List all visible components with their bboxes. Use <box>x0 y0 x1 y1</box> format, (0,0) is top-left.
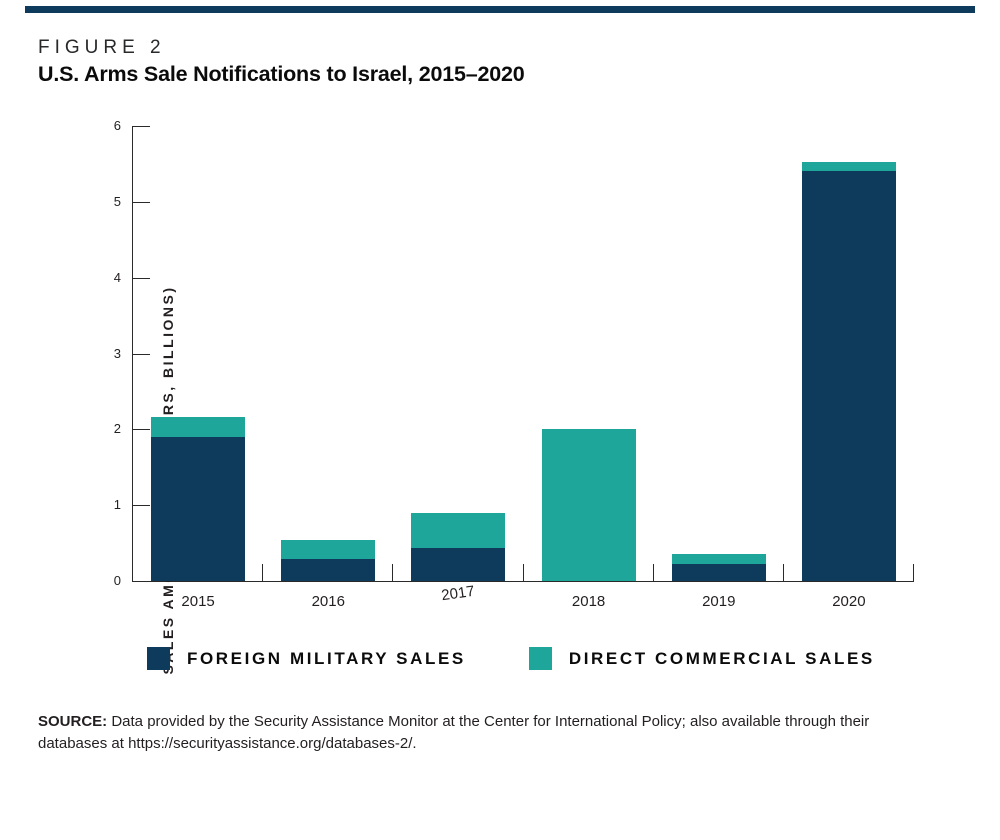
bar-2018-dcs <box>541 429 636 581</box>
legend-label-fms: FOREIGN MILITARY SALES <box>187 648 466 668</box>
bar-2017-fms <box>411 547 506 581</box>
legend-swatch-dcs <box>528 647 552 670</box>
source-label: SOURCE: <box>38 713 108 730</box>
x-tick <box>392 564 394 581</box>
bar-2019-dcs <box>671 553 766 564</box>
bar-2016-dcs <box>281 540 376 560</box>
x-category-label: 2020 <box>832 593 866 610</box>
bar-2020-dcs <box>801 161 896 171</box>
x-category-label: 2018 <box>571 593 606 610</box>
x-category-label: 2017 <box>440 582 477 605</box>
x-tick <box>782 564 784 581</box>
x-category-label: 2015 <box>181 593 215 610</box>
bar-2020-fms <box>801 170 896 581</box>
bar-2017-dcs <box>411 512 506 548</box>
y-tick <box>133 126 150 127</box>
x-category-label: 2016 <box>311 593 345 610</box>
y-tick-label: 4 <box>113 269 121 285</box>
x-category-label: 2019 <box>702 593 736 610</box>
y-tick-label: 3 <box>113 345 121 361</box>
bar-2015-fms <box>151 436 246 581</box>
y-tick-label: 5 <box>113 193 121 209</box>
bar-2019-fms <box>671 563 766 581</box>
legend: FOREIGN MILITARY SALES DIRECT COMMERCIAL … <box>147 647 875 670</box>
figure-title: U.S. Arms Sale Notifications to Israel, … <box>38 62 525 86</box>
x-tick <box>522 564 524 581</box>
legend-item-fms: FOREIGN MILITARY SALES <box>147 647 466 670</box>
plot-area: SALES AMOUNT (U.S. DOLLARS, BILLIONS) 01… <box>114 118 914 675</box>
y-tick-label: 6 <box>113 118 121 133</box>
x-tick <box>262 564 264 581</box>
top-rule <box>25 6 975 13</box>
source-text: Data provided by the Security Assistance… <box>38 713 870 752</box>
y-tick <box>133 277 150 279</box>
x-tick <box>913 564 914 581</box>
y-tick-label: 1 <box>113 497 121 513</box>
figure-label: FIGURE 2 <box>38 37 166 58</box>
y-tick-label: 2 <box>113 421 121 437</box>
bar-2015-dcs <box>151 417 246 437</box>
x-tick <box>652 564 654 581</box>
legend-item-dcs: DIRECT COMMERCIAL SALES <box>528 647 875 670</box>
source-note: SOURCE: Data provided by the Security As… <box>38 711 926 755</box>
legend-swatch-fms <box>147 647 170 670</box>
y-tick <box>133 505 150 507</box>
y-tick <box>133 201 150 203</box>
y-tick <box>133 429 150 431</box>
y-tick-label: 0 <box>113 573 121 588</box>
bar-2016-fms <box>281 559 376 581</box>
y-tick <box>133 353 150 355</box>
legend-label-dcs: DIRECT COMMERCIAL SALES <box>568 648 875 668</box>
